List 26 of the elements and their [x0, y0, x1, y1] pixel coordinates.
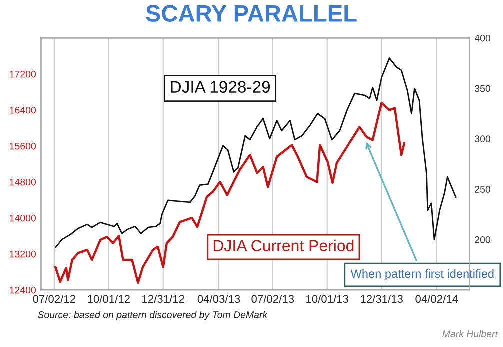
y2-tick-label: 250 — [475, 186, 491, 193]
annotation: When pattern first identified — [350, 269, 494, 280]
x-tick-label: 12/31/13 — [361, 294, 403, 304]
x-tick-label: 04/02/14 — [416, 294, 458, 304]
series-label: DJIA 1928-29 — [171, 81, 270, 94]
x-tick-label: 04/03/13 — [198, 294, 240, 304]
y-tick-label: 12400 — [10, 286, 36, 294]
x-tick-label: 12/31/12 — [142, 294, 184, 304]
x-tick-label: 10/01/13 — [306, 294, 348, 304]
x-tick-label: 07/02/12 — [33, 294, 76, 304]
y-tick-label: 17200 — [10, 70, 36, 78]
y2-tick-label: 300 — [475, 136, 491, 143]
source-note: Source: based on pattern discovered by Tom DeMark — [38, 311, 268, 320]
y-tick-label: 15600 — [10, 142, 36, 150]
text: Mark Hulbert — [442, 330, 498, 338]
y-tick-label: 16400 — [10, 106, 36, 114]
y-tick-label: 14000 — [10, 214, 36, 222]
x-tick-label: 07/02/13 — [252, 294, 294, 304]
y2-tick-label: 400 — [474, 34, 491, 42]
y-tick-label: 14800 — [10, 178, 36, 186]
chart-title: SCARY PARALLEL — [146, 5, 357, 22]
y2-tick-label: 200 — [475, 236, 491, 244]
x-tick-label: 10/01/12 — [88, 294, 130, 304]
y-tick-label: 13200 — [10, 250, 36, 258]
y2-tick-label: 350 — [475, 85, 491, 92]
series-label: DJIA Current Period — [214, 240, 354, 252]
